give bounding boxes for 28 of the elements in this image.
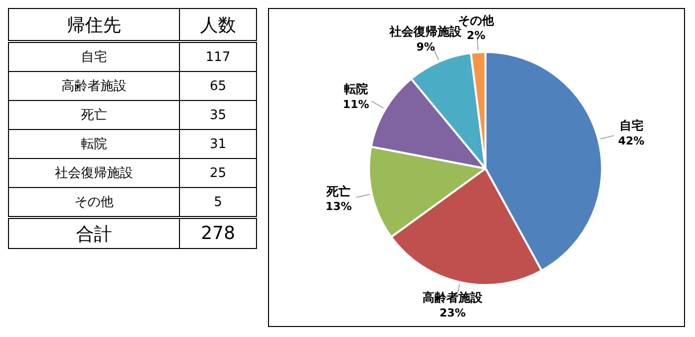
slice-label: 死亡	[326, 184, 351, 198]
text: 278	[180, 218, 256, 248]
text: 25	[180, 158, 256, 188]
data-label: 2%	[466, 29, 486, 42]
data-label: 13%	[325, 200, 352, 214]
category-label: 高齢者施設	[62, 79, 126, 94]
text: 5	[180, 188, 256, 218]
data-label: 9%	[416, 40, 436, 54]
category-label: 自宅	[81, 50, 107, 65]
text: 31	[180, 130, 256, 158]
text: 帰住先	[8, 8, 180, 42]
slice-label: 転院	[344, 82, 368, 96]
text: 合計	[8, 218, 180, 248]
slice-label: その他	[458, 13, 496, 28]
text: 35	[180, 100, 256, 130]
slice-label: 高齢者施設	[422, 290, 484, 305]
category-label: 死亡	[81, 108, 107, 123]
category-label: 社会復帰施設	[55, 166, 133, 181]
text: 117	[180, 42, 256, 72]
data-label: 42%	[618, 134, 644, 148]
category-label: 転院	[81, 137, 107, 152]
text: 人数	[180, 8, 256, 42]
data-label: 11%	[342, 98, 370, 111]
category-label: その他	[74, 195, 114, 210]
text: 65	[180, 72, 256, 100]
slice-label: 社会復帰施設	[388, 24, 463, 39]
data-label: 23%	[440, 306, 466, 320]
slice-label: 自宅	[619, 118, 644, 133]
